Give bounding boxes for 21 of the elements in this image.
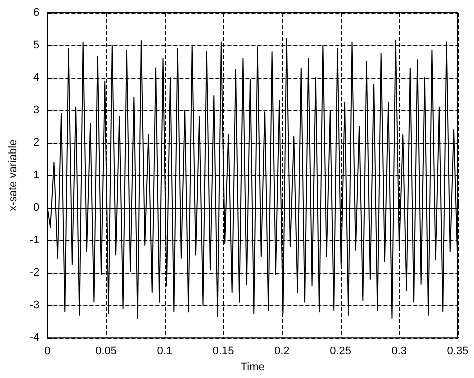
y-tick-label: 1 [34, 170, 40, 182]
x-tick-label: 0.15 [212, 346, 234, 358]
y-tick-label: -1 [30, 234, 40, 247]
y-tick-label: -2 [30, 267, 40, 280]
y-tick-label: 0 [34, 202, 40, 214]
y-tick-label: 4 [34, 72, 40, 84]
y-tick-label: -4 [30, 332, 40, 344]
x-tick-label: 0 [44, 346, 51, 358]
y-tick-label: 6 [34, 7, 40, 19]
x-tick-label: 0.3 [392, 346, 408, 358]
x-axis-title: Time [240, 362, 265, 374]
x-tick-label: 0.35 [447, 346, 469, 358]
y-tick-label: -3 [30, 300, 40, 312]
x-tick-label: 0.2 [274, 346, 290, 358]
x-tick-label: 0.05 [96, 346, 118, 358]
y-tick-label: 5 [34, 40, 40, 52]
y-axis-title: x-sate variable [8, 140, 20, 212]
x-tick-label: 0.1 [157, 346, 173, 358]
y-tick-label: 3 [34, 104, 40, 117]
y-tick-label: 2 [34, 137, 40, 150]
x-tick-label: 0.25 [330, 346, 352, 358]
